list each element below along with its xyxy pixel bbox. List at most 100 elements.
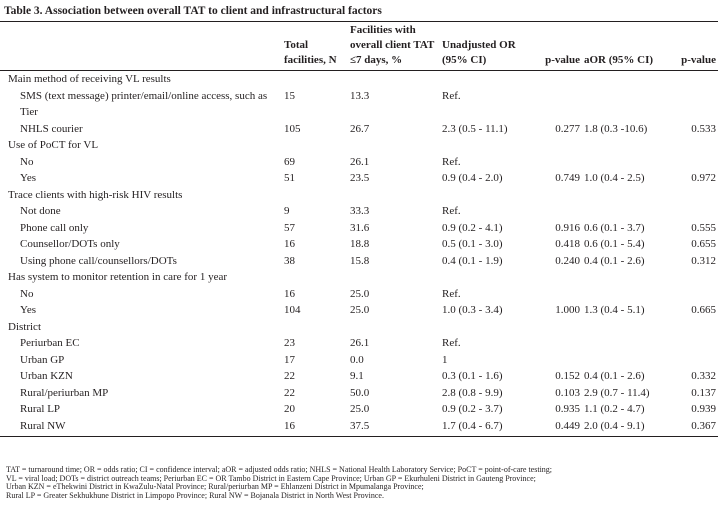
header-cell: Total facilities, N <box>282 21 348 71</box>
cell: 51 <box>284 172 295 184</box>
cell: Ref. <box>442 155 461 168</box>
section-row: Use of PoCT for VL <box>0 137 718 154</box>
cell: 1.0 (0.4 - 2.5) <box>584 172 645 184</box>
cell: 2.9 (0.7 - 11.4) <box>584 386 650 399</box>
empty-cell <box>668 203 718 220</box>
cell: 25.0 <box>350 304 370 316</box>
cell: 0.277 <box>555 122 580 135</box>
cell: 0.312 <box>691 254 716 267</box>
cell: 16 <box>284 287 295 300</box>
section-row: Main method of receiving VL results <box>0 71 718 88</box>
data-row: NHLS courier 105 26.7 2.3 (0.5 - 11.1) 0.277… <box>0 121 718 138</box>
data-row: Not done 9 33.3 Ref. <box>0 203 718 220</box>
row-label: Yes <box>20 304 37 316</box>
empty-cell <box>532 88 582 121</box>
empty-cell <box>532 203 582 220</box>
data-row: Rural NW 16 37.5 1.7 (0.4 - 6.7) 0.449 2.0 (0… <box>0 417 718 437</box>
cell: 33.3 <box>350 205 370 217</box>
empty-cell <box>582 335 668 352</box>
section-label: Trace clients with high-risk HIV results <box>8 188 183 201</box>
cell: 0.367 <box>668 417 718 437</box>
cell: 9 <box>284 205 290 217</box>
row-label: Not done <box>20 205 61 217</box>
section-label: Use of PoCT for VL <box>8 139 99 151</box>
row-label: Rural/periurban MP <box>20 386 109 399</box>
cell: 0.655 <box>691 238 716 250</box>
row-label: Urban GP <box>20 353 65 366</box>
empty-cell <box>532 154 582 171</box>
cell: 0.0 <box>350 353 364 366</box>
data-row: Urban GP 17 0.0 1 <box>0 352 718 369</box>
cell: 104 <box>284 304 301 316</box>
cell: 1.3 (0.4 - 5.1) <box>584 304 645 316</box>
data-row: Phone call only 57 31.6 0.9 (0.2 - 4.1) 0.91… <box>0 220 718 237</box>
empty-cell <box>582 154 668 171</box>
data-row: Periurban EC 23 26.1 Ref. <box>0 335 718 352</box>
cell: 15.8 <box>350 254 370 267</box>
empty-cell <box>582 203 668 220</box>
row-label: Periurban EC <box>20 337 80 349</box>
cell: 0.6 (0.1 - 3.7) <box>584 221 645 234</box>
cell: 1.000 <box>555 304 580 316</box>
cell: 26.1 <box>350 337 370 349</box>
cell: 0.4 (0.1 - 2.6) <box>584 254 645 267</box>
cell: 0.935 <box>555 403 580 415</box>
cell: 16 <box>284 238 295 250</box>
cell: 0.332 <box>691 370 716 382</box>
header-row: Total facilities, N Facilities with overa… <box>0 21 718 71</box>
row-label: Using phone call/counsellors/DOTs <box>20 254 177 267</box>
empty-cell <box>532 352 582 369</box>
cell: 1 <box>442 353 448 366</box>
table: Total facilities, N Facilities with overa… <box>0 21 718 437</box>
cell: 17 <box>284 353 295 366</box>
empty-cell <box>668 335 718 352</box>
empty-cell <box>582 88 668 121</box>
table-body: Main method of receiving VL results SMS (… <box>0 71 718 437</box>
cell: 0.665 <box>691 304 716 316</box>
cell: 26.7 <box>350 122 370 135</box>
section-label: District <box>8 320 41 333</box>
footnote-line: VL = viral load; DOTs = district outreac… <box>6 473 536 483</box>
cell: 1.1 (0.2 - 4.7) <box>584 403 645 415</box>
empty-cell <box>532 335 582 352</box>
cell: 0.5 (0.1 - 3.0) <box>442 238 503 250</box>
cell: 15 <box>284 89 295 102</box>
empty-cell <box>582 352 668 369</box>
header-cell: Unadjusted OR (95% CI) <box>440 21 532 71</box>
header-cell: Facilities with overall client TAT ≤7 da… <box>348 21 440 71</box>
data-row: Counsellor/DOTs only 16 18.8 0.5 (0.1 - 3.0… <box>0 236 718 253</box>
cell: 16 <box>282 417 348 437</box>
cell: 0.939 <box>691 403 716 415</box>
cell: 0.9 (0.2 - 3.7) <box>442 403 503 415</box>
row-label: SMS (text message) printer/email/online … <box>20 89 268 119</box>
header-cell: p-value <box>532 21 582 71</box>
cell: 0.137 <box>691 386 716 399</box>
empty-cell <box>668 88 718 121</box>
cell: 0.3 (0.1 - 1.6) <box>442 370 503 382</box>
row-label: Urban KZN <box>20 370 73 382</box>
data-row: Urban KZN 22 9.1 0.3 (0.1 - 1.6) 0.152 0.4 (0… <box>0 368 718 385</box>
empty-cell <box>668 352 718 369</box>
cell: 38 <box>284 254 295 267</box>
cell: 0.4 (0.1 - 2.6) <box>584 370 645 382</box>
row-label: NHLS courier <box>20 122 83 135</box>
data-row: SMS (text message) printer/email/online … <box>0 88 718 121</box>
empty-cell <box>582 286 668 303</box>
header-cell: aOR (95% CI) <box>582 21 668 71</box>
data-row: Using phone call/counsellors/DOTs 38 15.8 0… <box>0 253 718 270</box>
cell: 31.6 <box>350 221 370 234</box>
cell: Ref. <box>442 337 461 349</box>
section-row: Trace clients with high-risk HIV results <box>0 187 718 204</box>
cell: 23 <box>284 337 295 349</box>
header-cell: p-value <box>668 21 718 71</box>
cell: 50.0 <box>350 386 370 399</box>
cell: 1.7 (0.4 - 6.7) <box>440 417 532 437</box>
empty-cell <box>532 286 582 303</box>
data-row: No 69 26.1 Ref. <box>0 154 718 171</box>
cell: 0.418 <box>555 238 580 250</box>
table-title: Table 3. Association between overall TAT… <box>4 5 382 17</box>
cell: 1.8 (0.3 -10.6) <box>584 122 648 135</box>
cell: 0.9 (0.2 - 4.1) <box>442 221 503 234</box>
empty-cell <box>668 286 718 303</box>
